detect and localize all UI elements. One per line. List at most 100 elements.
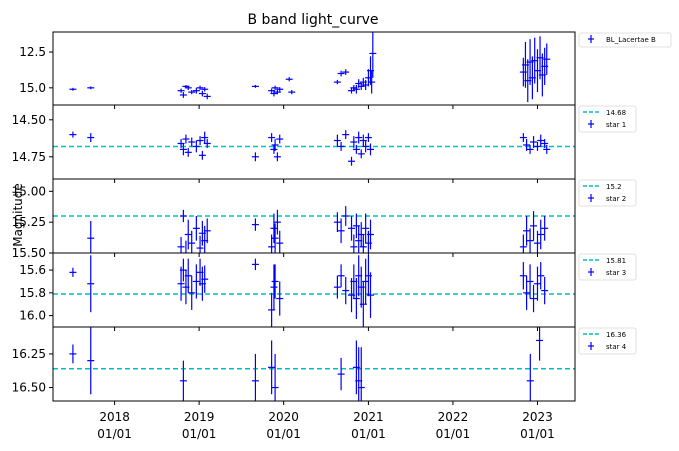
legend-series-name: star 2 (606, 195, 626, 203)
legend: 16.36 star 4 (578, 327, 637, 355)
data-point (337, 264, 345, 288)
data-point (203, 93, 211, 100)
y-tick-label: 15.0 (19, 81, 46, 95)
data-point (333, 212, 341, 233)
data-point (184, 85, 192, 90)
data-point (526, 144, 534, 154)
legend: 15.81 star 3 (578, 253, 637, 281)
data-point (271, 139, 279, 151)
data-point (273, 152, 281, 162)
y-tick-label: 12.5 (19, 45, 46, 59)
legend-series-name: star 4 (606, 343, 627, 351)
data-point (362, 213, 370, 244)
data-point (276, 87, 284, 92)
chart-title: B band light_curve (248, 12, 379, 28)
data-point (519, 133, 527, 142)
data-point (192, 264, 200, 299)
data-point (182, 134, 190, 144)
legend-box (578, 179, 637, 207)
data-points (69, 32, 551, 103)
legend-series-name: BL_Lacertae B (606, 36, 656, 44)
legend-ref-value: 15.2 (606, 183, 622, 191)
panel-frame (52, 104, 576, 180)
x-tick-day: 01/01 (520, 427, 555, 441)
legend-box (578, 105, 637, 133)
data-point (177, 266, 185, 301)
data-point (519, 234, 527, 253)
data-point (196, 235, 204, 253)
data-point (285, 77, 293, 82)
data-point (182, 240, 190, 253)
data-point (526, 228, 534, 253)
data-point (352, 84, 360, 94)
data-point (367, 219, 375, 250)
data-point (87, 133, 95, 142)
data-point (348, 156, 356, 166)
data-point (288, 89, 296, 95)
data-point (251, 218, 259, 231)
data-point (348, 216, 356, 241)
data-point (251, 84, 259, 88)
y-tick-label: 14.50 (12, 113, 46, 127)
y-axis-label: Magnitude (11, 183, 25, 247)
data-point (270, 144, 278, 154)
panel-5: 16.25 16.50 16.36 star 4 (12, 326, 637, 405)
y-tick-label: 15.50 (12, 246, 46, 260)
data-point (196, 85, 204, 90)
data-points (69, 130, 551, 166)
data-point (188, 137, 196, 147)
legend: 14.68 star 1 (578, 105, 637, 133)
data-point (87, 86, 95, 90)
data-point (342, 276, 350, 305)
data-point (251, 353, 259, 401)
data-point (192, 216, 200, 241)
panel-frame (52, 252, 576, 328)
data-point (69, 267, 77, 277)
legend-ref-value: 14.68 (606, 109, 626, 117)
legend-ref-value: 15.81 (606, 257, 626, 265)
x-axis: 2018 01/01 2019 01/01 2020 01/01 2021 01/01 2022… (97, 410, 554, 441)
data-point (273, 209, 281, 235)
data-point (270, 264, 278, 310)
legend-series-name: star 1 (606, 121, 626, 129)
data-point (530, 284, 538, 313)
data-point (342, 206, 350, 226)
data-point (526, 264, 534, 299)
legend-box (578, 253, 637, 281)
legend: BL_Lacertae B (578, 32, 672, 48)
data-points (69, 255, 549, 327)
data-point (198, 90, 206, 97)
panel-2: 14.50 14.75 14.68 star 1 (12, 104, 637, 183)
x-tick-year: 2019 (184, 410, 215, 424)
panel-4: 15.6 15.8 16.0 15.81 star 3 (19, 252, 637, 331)
data-point (188, 275, 196, 310)
data-point (203, 218, 211, 244)
x-tick-day: 01/01 (436, 427, 471, 441)
data-point (179, 92, 187, 98)
x-tick-day: 01/01 (266, 427, 301, 441)
data-point (350, 136, 358, 148)
data-point (530, 211, 538, 241)
data-point (177, 88, 185, 93)
data-point (337, 142, 345, 151)
data-point (359, 234, 367, 253)
data-point (543, 144, 551, 154)
legend: 15.2 star 2 (578, 179, 637, 207)
data-point (355, 131, 363, 144)
data-point (87, 327, 95, 395)
panel-frame (52, 31, 576, 106)
data-point (201, 131, 209, 144)
data-point (188, 230, 196, 253)
data-point (541, 276, 549, 305)
data-point (342, 130, 350, 140)
y-tick-label: 15.6 (19, 263, 46, 277)
legend-box (578, 327, 637, 355)
data-point (368, 70, 376, 94)
data-point (352, 144, 360, 154)
panel-3: 15.00 15.25 15.50 15.2 star 2 (12, 178, 637, 260)
data-point (192, 87, 200, 94)
legend-series-name: star 3 (606, 269, 626, 277)
panel-1: 12.5 15.0 BL_Lacertae B (19, 31, 672, 109)
data-point (337, 357, 345, 391)
data-point (530, 136, 538, 148)
